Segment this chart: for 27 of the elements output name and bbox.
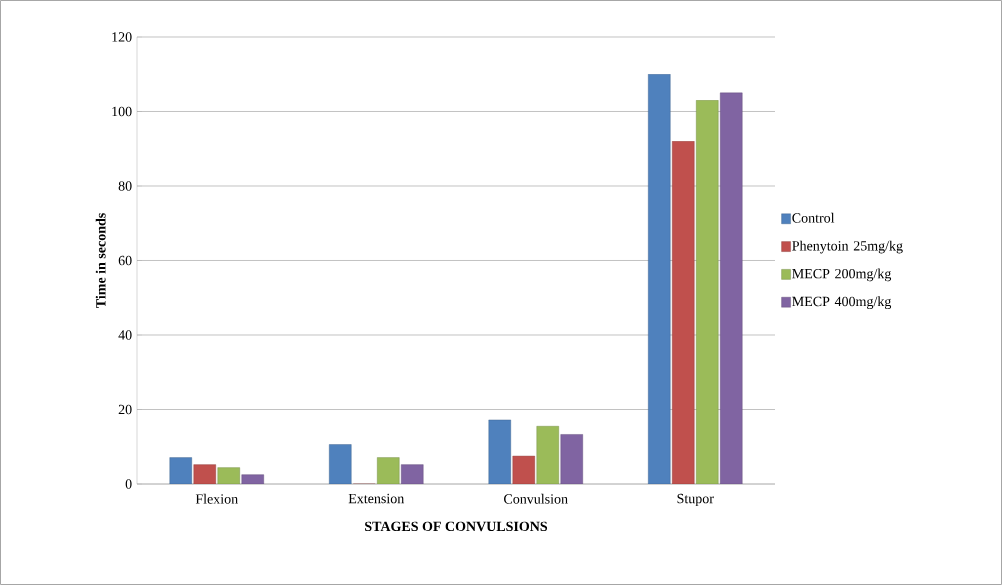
x-axis-title: STAGES OF CONVULSIONS — [365, 521, 548, 532]
x-tick-label: Stupor — [677, 493, 714, 507]
x-tick-label: Convulsion — [504, 493, 568, 504]
x-tick-label: Extension — [348, 493, 405, 504]
legend-label: Phenytoin 25mg/kg — [792, 240, 903, 254]
bar — [696, 100, 719, 484]
y-tick-label: 60 — [118, 255, 132, 266]
legend-label: MECP 200mg/kg — [792, 268, 892, 282]
bar — [720, 92, 743, 484]
bar — [560, 434, 583, 484]
bar — [648, 74, 671, 484]
legend-label: MECP 400mg/kg — [792, 296, 892, 310]
x-tick-label: Flexion — [195, 493, 238, 504]
legend-label: Control — [792, 212, 835, 223]
y-tick-label: 120 — [112, 32, 132, 42]
bar — [169, 457, 192, 484]
y-tick-label: 80 — [118, 181, 132, 191]
bar — [377, 457, 400, 484]
y-tick-label: 20 — [118, 404, 132, 415]
bar — [536, 426, 559, 484]
bar — [488, 419, 511, 484]
y-tick-label: 40 — [118, 330, 132, 340]
bar — [329, 444, 352, 484]
y-tick-label: 0 — [125, 479, 132, 489]
bar — [672, 141, 695, 484]
y-axis-title: Time in seconds — [95, 213, 106, 308]
y-tick-label: 100 — [112, 106, 132, 117]
